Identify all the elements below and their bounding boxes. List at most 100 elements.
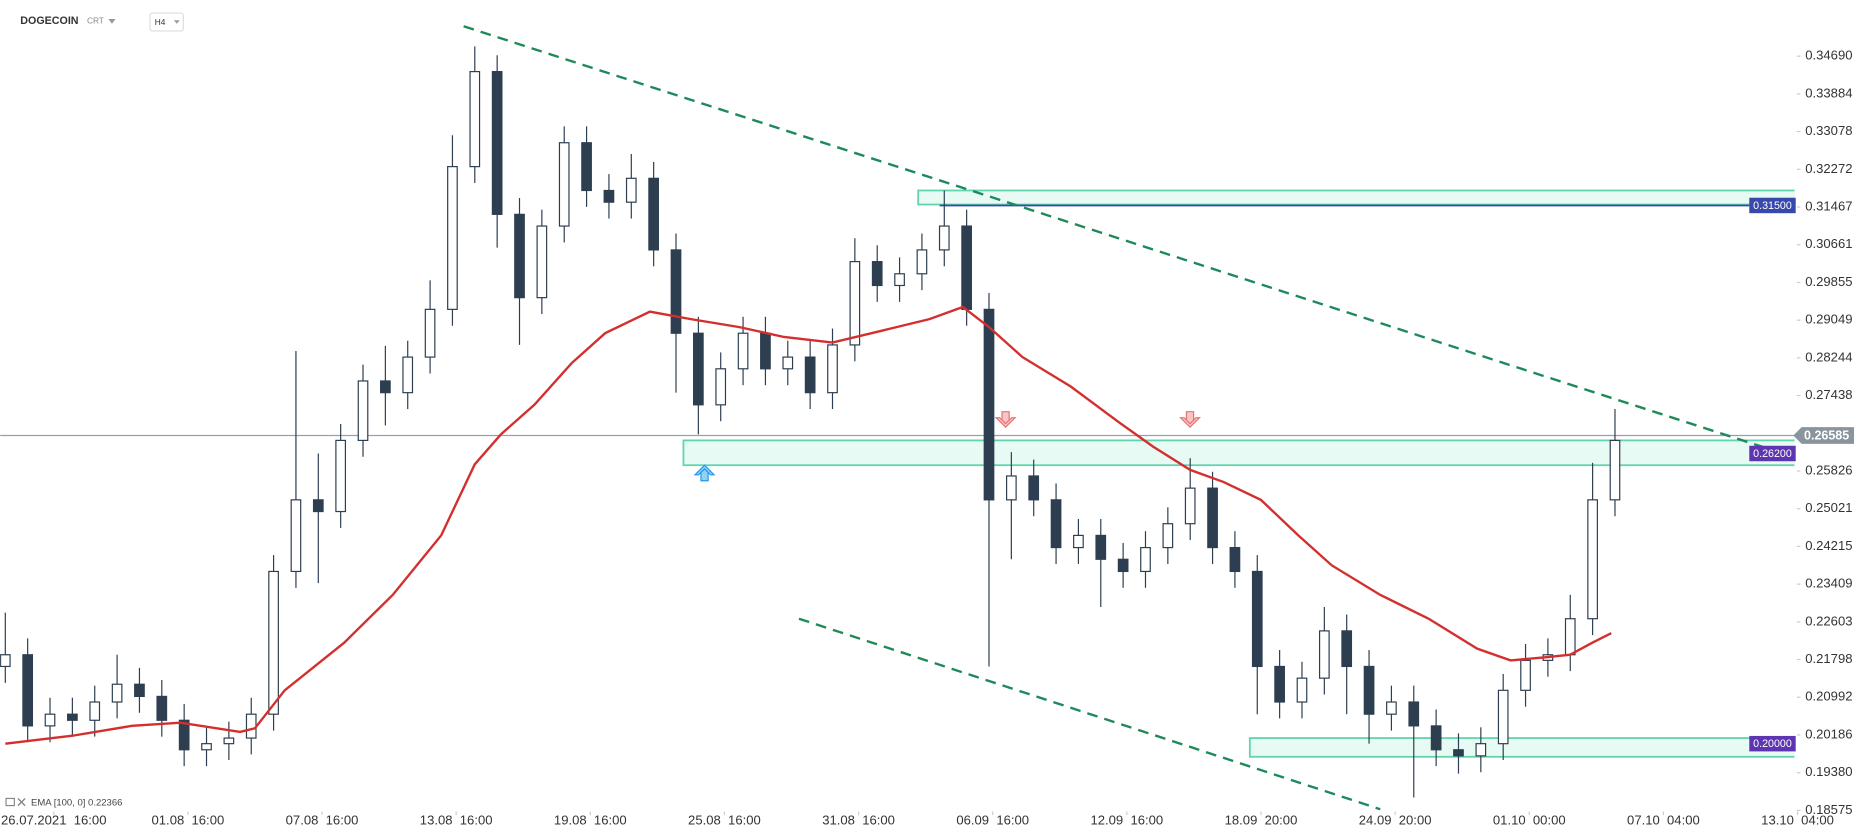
candle-body (447, 166, 458, 310)
candle-body (1296, 677, 1308, 703)
candle-body (760, 332, 771, 370)
candle-body (916, 249, 928, 275)
indicator-close[interactable] (17, 797, 26, 807)
candle-body (514, 213, 525, 299)
y-tick-label: 0.34690 (1805, 48, 1852, 63)
candle-body (357, 380, 369, 441)
support-resistance-zone (682, 439, 1795, 467)
header: DOGECOIN CRT H4 (20, 12, 184, 32)
candle-body (1073, 534, 1084, 549)
y-tick-label: 0.20992 (1805, 689, 1852, 704)
x-tick-label: 25.08 16:00 (688, 813, 761, 828)
support-resistance-zone (917, 189, 1795, 206)
y-tick-label: 0.33884 (1805, 85, 1852, 100)
candle-body (491, 71, 503, 215)
candle-body (1229, 546, 1241, 573)
x-tick-label: 13.10 04:00 (1761, 813, 1834, 828)
candle-body (44, 713, 56, 727)
candle-body (804, 356, 816, 394)
candle-body (849, 261, 861, 346)
x-tick-label: 06.09 16:00 (956, 813, 1029, 828)
y-tick-label: 0.30661 (1805, 236, 1852, 251)
x-tick-label: 07.10 04:00 (1627, 813, 1700, 828)
axes: 0.34690 0.33884 0.33078 0.32272 0.31467 0.306… (1, 48, 1855, 828)
candle-body (290, 499, 302, 573)
y-tick-label: 0.18575 (1805, 802, 1852, 817)
trendline (798, 617, 1381, 811)
x-tick-label: 26.07.2021 16:00 (1, 813, 106, 828)
candle-body (625, 177, 637, 203)
candle-body (424, 308, 436, 358)
y-tick-label: 0.25826 (1805, 462, 1852, 477)
signal-arrow-down (994, 411, 1017, 429)
candle-body (1475, 743, 1487, 757)
candle-body (201, 743, 212, 751)
candle-body (961, 225, 972, 310)
interval-button[interactable] (149, 12, 184, 32)
x-tick-label: 13.08 16:00 (420, 813, 493, 828)
y-tick-label: 0.33078 (1805, 123, 1852, 138)
candle-body (223, 737, 235, 745)
candle-body (581, 142, 592, 192)
candle-body (1140, 546, 1151, 573)
level-label: 0.20000 (1753, 738, 1792, 750)
candle-body (156, 695, 168, 721)
x-tick-label: 24.09 20:00 (1359, 813, 1432, 828)
dropdown-arrow[interactable] (173, 20, 180, 24)
y-tick-label: 0.29855 (1805, 274, 1852, 289)
candle-body (670, 249, 682, 334)
interval-label[interactable]: H4 (155, 17, 166, 27)
candle-body (1251, 570, 1263, 668)
candle-body (0, 654, 11, 668)
signal-arrow-up (693, 464, 716, 482)
indicator-legend: EMA [100, 0] 0.22366 (5, 797, 122, 809)
candle-body (1609, 439, 1621, 501)
candle-body (737, 332, 749, 370)
candle-body (782, 356, 794, 370)
y-tick-label: 0.25021 (1805, 500, 1852, 515)
candle-body (380, 380, 391, 394)
candle-body (1363, 665, 1375, 715)
instrument-type[interactable]: CRT (87, 16, 104, 26)
candle-body (245, 713, 257, 739)
candle-body (1386, 701, 1397, 715)
candle-body (894, 273, 905, 287)
level-label: 0.26200 (1753, 448, 1792, 460)
y-tick-label: 0.29049 (1805, 312, 1852, 327)
overlay (693, 411, 1201, 482)
candle-body (1117, 558, 1129, 573)
level-label-box (1749, 735, 1796, 752)
indicator-icon[interactable] (5, 797, 15, 807)
x-tick-label: 01.08 16:00 (152, 813, 225, 828)
ema-line (5, 305, 1612, 745)
candle-body (871, 261, 883, 287)
candle-body (469, 71, 481, 168)
candle-body (1184, 487, 1196, 525)
y-tick-label: 0.21798 (1805, 651, 1852, 666)
candle-body (827, 344, 838, 394)
x-tick-label: 07.08 16:00 (286, 813, 359, 828)
candle-body (983, 308, 995, 501)
candle-body (268, 570, 279, 715)
candle-body (335, 439, 347, 513)
candle-body (1453, 749, 1464, 757)
plot-area (0, 25, 1795, 811)
candle-body (134, 683, 145, 697)
x-tick-label: 18.09 20:00 (1225, 813, 1298, 828)
candle-body (1207, 487, 1218, 549)
signal-arrow-down (1179, 411, 1201, 429)
candle-body (22, 654, 34, 727)
candle-body (1520, 659, 1531, 691)
candle-body (1274, 665, 1285, 703)
candle-body (1162, 523, 1174, 549)
candle-body (1497, 689, 1509, 745)
y-tick-label: 0.32272 (1805, 161, 1852, 176)
level-label-box (1749, 445, 1796, 462)
candle-body (1318, 630, 1330, 679)
y-tick-label: 0.19380 (1805, 764, 1852, 779)
dropdown-arrow[interactable] (108, 19, 116, 24)
y-tick-label: 0.20186 (1805, 726, 1852, 741)
y-tick-label: 0.22603 (1805, 613, 1852, 628)
candle-body (178, 719, 190, 751)
